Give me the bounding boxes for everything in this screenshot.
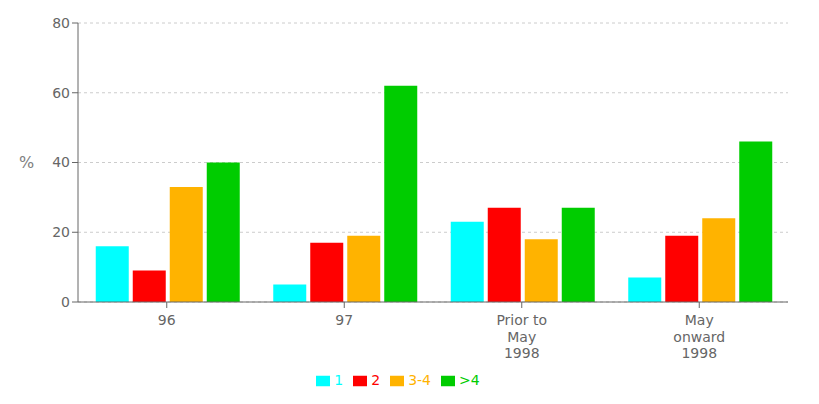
html-text:>4: >4 xyxy=(459,372,480,388)
svg-text:60: 60 xyxy=(52,85,70,101)
html-text:3-4: 3-4 xyxy=(408,372,431,388)
svg-text:Mayonward1998: Mayonward1998 xyxy=(673,312,725,360)
svg-text:80: 80 xyxy=(52,15,70,31)
svg-text:96: 96 xyxy=(158,312,176,328)
html-text:2: 2 xyxy=(371,372,381,388)
svg-text:%: % xyxy=(19,153,34,172)
svg-text:20: 20 xyxy=(52,224,70,240)
html-text:1: 1 xyxy=(334,372,344,388)
svg-text:0: 0 xyxy=(61,294,70,310)
svg-text:97: 97 xyxy=(335,312,353,328)
svg-text:40: 40 xyxy=(52,154,70,170)
svg-text:Prior toMay1998: Prior toMay1998 xyxy=(496,312,547,360)
